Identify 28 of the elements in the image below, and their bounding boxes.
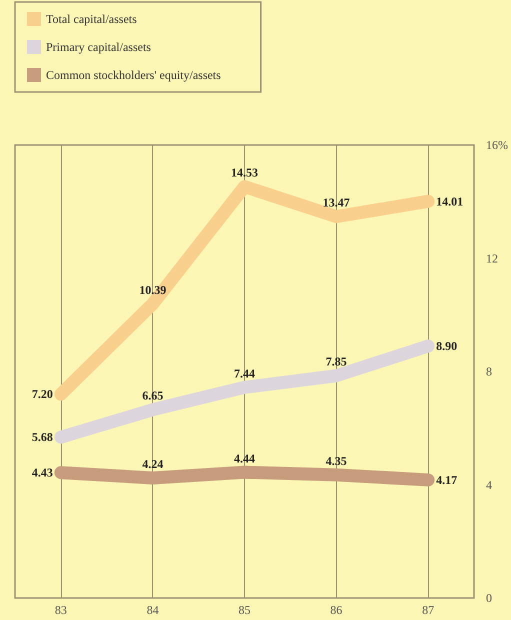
x-tick-label: 87: [422, 603, 434, 617]
data-label: 7.20: [32, 387, 53, 402]
y-tick-label: 16%: [486, 138, 508, 152]
data-label: 4.44: [234, 451, 255, 466]
data-label: 14.53: [231, 166, 258, 180]
data-label: 5.68: [32, 430, 53, 444]
y-tick-label: 8: [486, 364, 492, 378]
data-label: 4.43: [32, 466, 53, 480]
data-label: 14.01: [436, 194, 464, 208]
y-tick-label: 4: [486, 478, 492, 492]
x-tick-label: 84: [146, 603, 159, 617]
data-label: 6.65: [142, 388, 164, 403]
y-tick-label: 12: [486, 251, 498, 266]
x-tick-label: 85: [238, 603, 250, 617]
legend-label: Total capital/assets: [46, 12, 138, 26]
y-tick-label: 0: [486, 591, 492, 605]
data-label: 4.24: [142, 456, 164, 471]
legend-label: Common stockholders' equity/assets: [46, 68, 222, 82]
data-label: 13.47: [322, 196, 350, 210]
data-label: 4.17: [436, 472, 458, 487]
legend-label: Primary capital/assets: [46, 40, 152, 54]
data-label: 7.44: [234, 366, 255, 380]
data-label: 4.35: [326, 454, 347, 468]
data-label: 10.39: [139, 282, 166, 297]
data-label: 8.90: [436, 339, 458, 354]
x-tick-label: 83: [54, 603, 67, 617]
data-label: 7.85: [326, 354, 347, 369]
x-tick-label: 86: [330, 603, 342, 617]
